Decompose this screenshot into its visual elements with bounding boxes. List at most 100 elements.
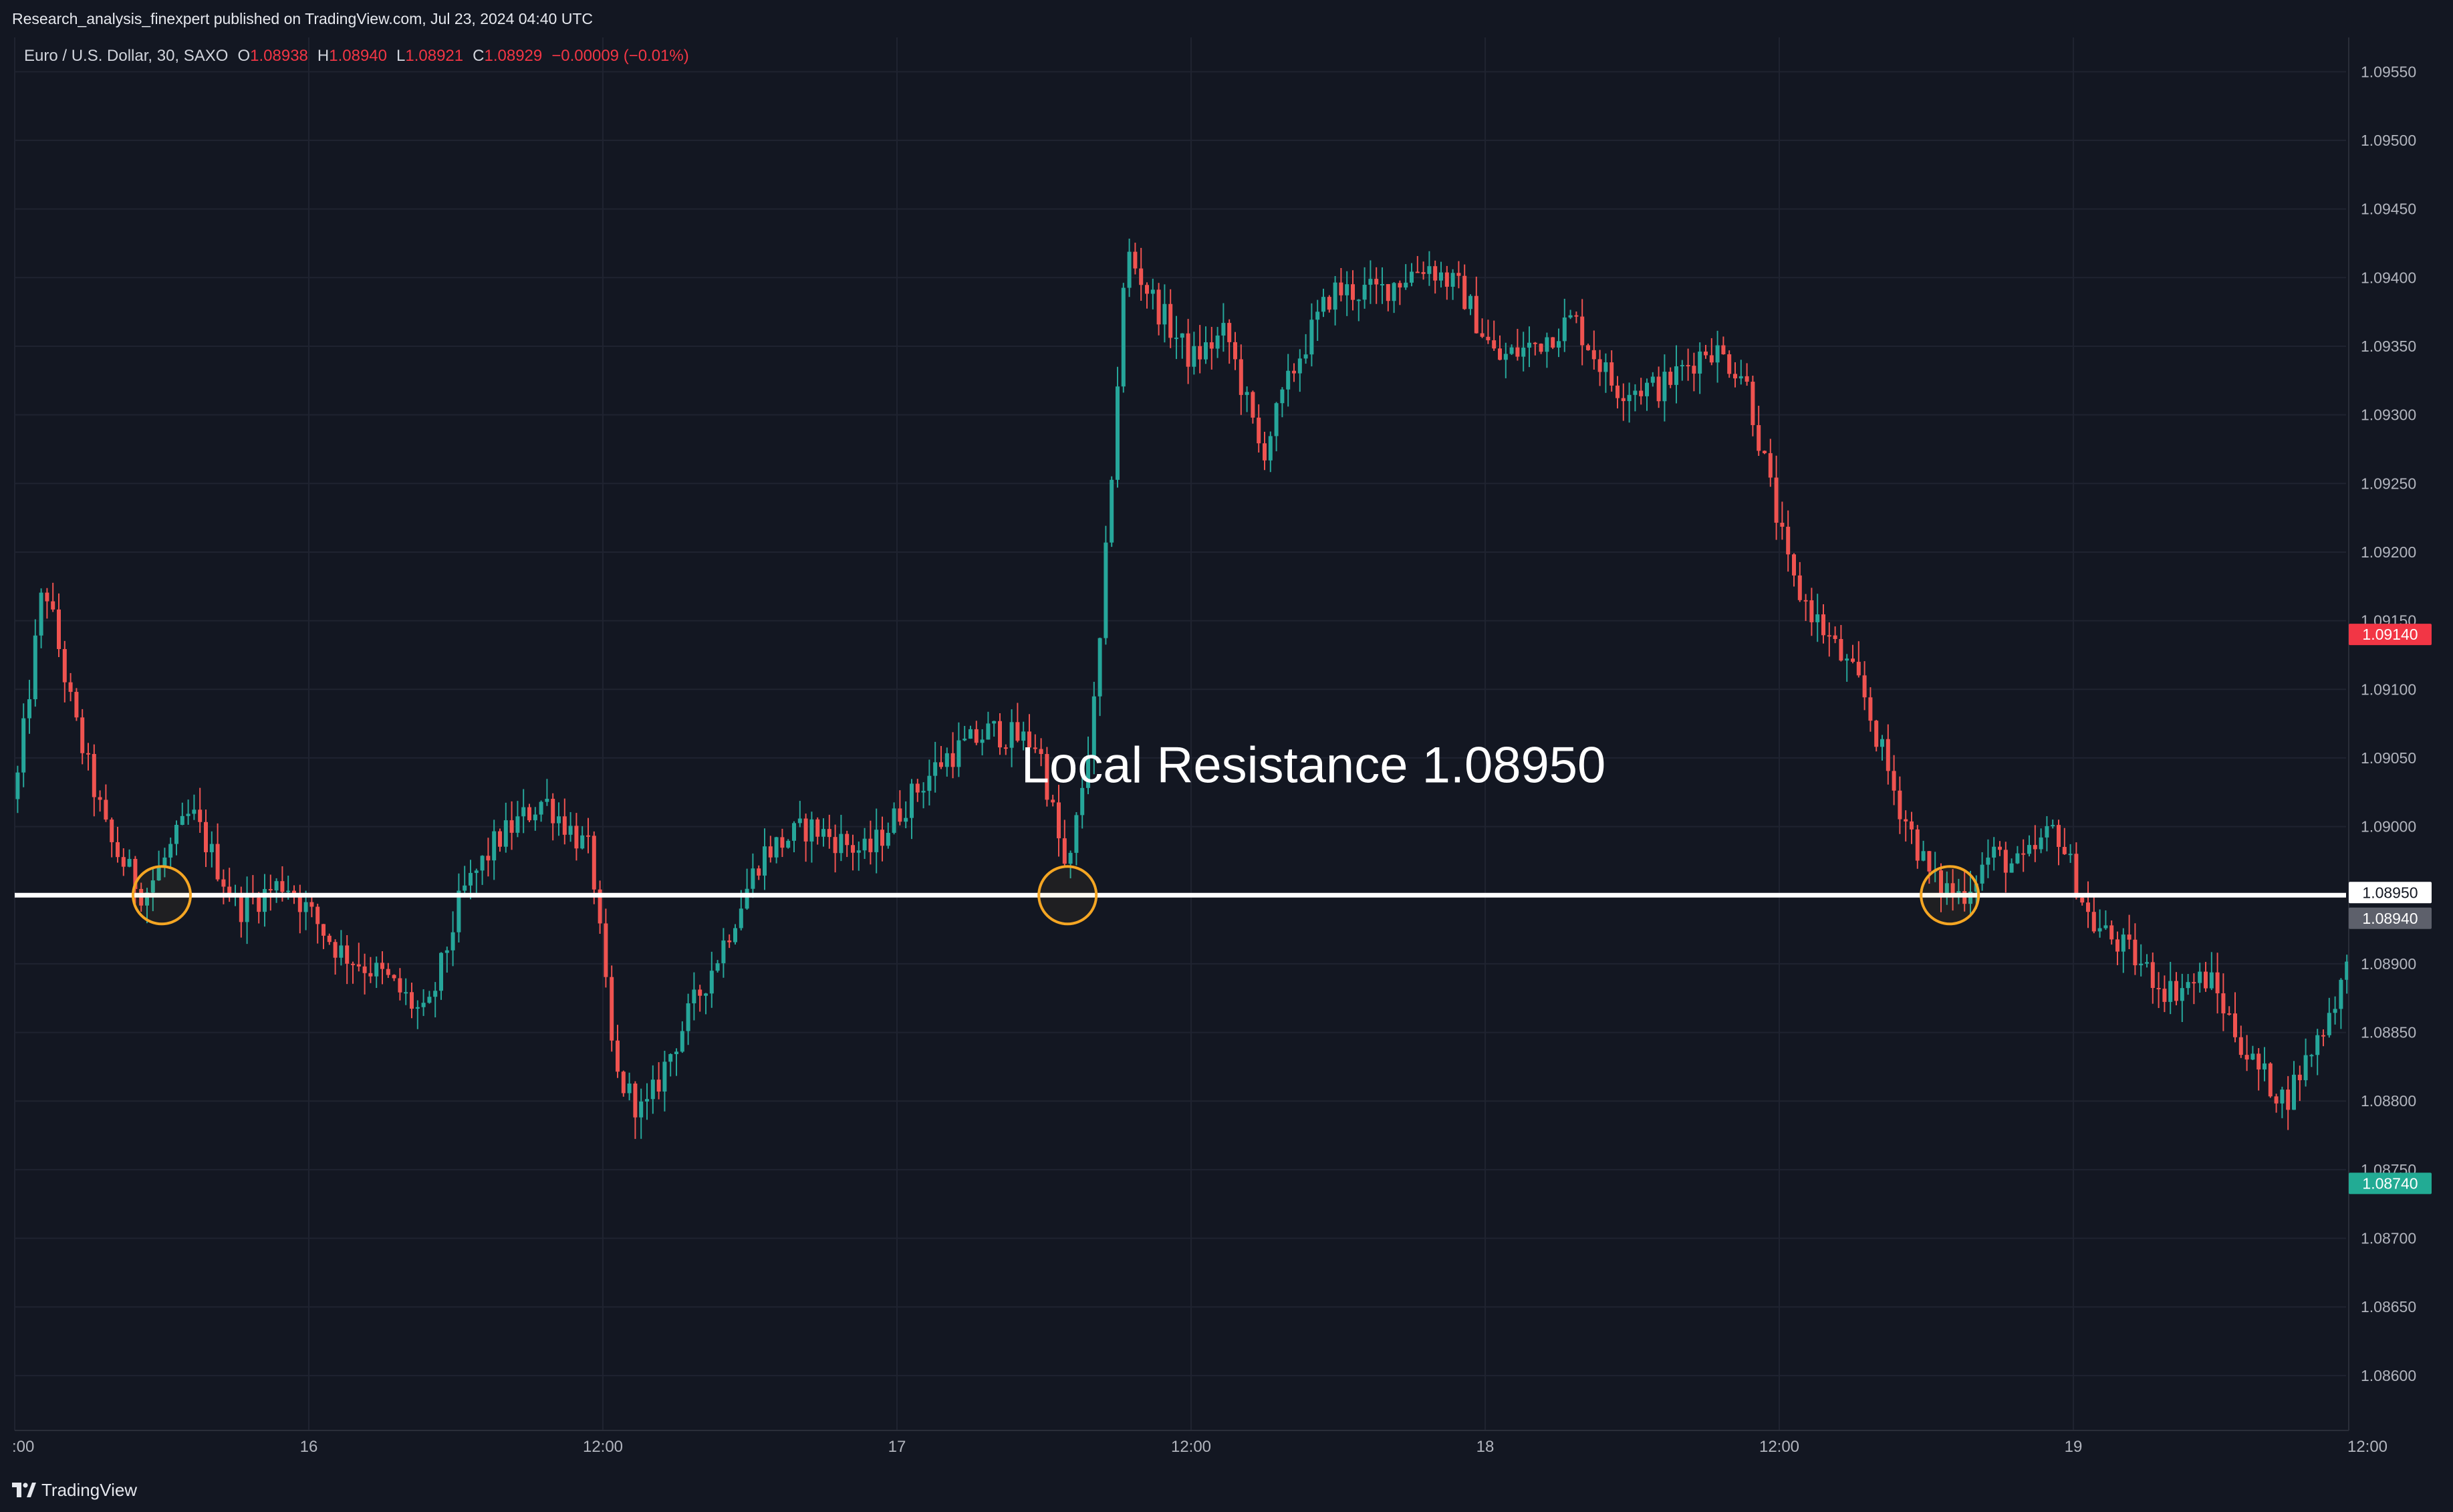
candle-body[interactable] (1392, 283, 1396, 301)
candle-body[interactable] (45, 592, 49, 602)
price-axis[interactable] (2349, 37, 2453, 1430)
candle-body[interactable] (2009, 863, 2014, 873)
candle-body[interactable] (1768, 453, 1773, 478)
candle-body[interactable] (1315, 311, 1320, 320)
candle-body[interactable] (1339, 282, 1343, 295)
candle-body[interactable] (1251, 392, 1255, 418)
candle-body[interactable] (656, 1080, 661, 1092)
candle-body[interactable] (1574, 315, 1579, 317)
candle-body[interactable] (1057, 802, 1061, 839)
candle-body[interactable] (880, 830, 884, 846)
candle-body[interactable] (1956, 891, 1961, 894)
candle-body[interactable] (415, 1007, 420, 1009)
candle-body[interactable] (1698, 351, 1702, 374)
candle-body[interactable] (98, 797, 102, 800)
candle-body[interactable] (733, 928, 737, 942)
candle-body[interactable] (539, 801, 543, 815)
candle-body[interactable] (1915, 829, 1920, 861)
candle-body[interactable] (1763, 451, 1767, 453)
candle-body[interactable] (2045, 826, 2049, 838)
candle-body[interactable] (2162, 989, 2167, 1002)
candle-body[interactable] (1374, 279, 1379, 285)
candle-body[interactable] (2315, 1035, 2320, 1055)
candle-body[interactable] (2339, 979, 2343, 1009)
candle-body[interactable] (1274, 403, 1279, 436)
candle-body[interactable] (586, 835, 590, 837)
candle-body[interactable] (480, 856, 485, 871)
candle-body[interactable] (1098, 638, 1102, 697)
candle-body[interactable] (286, 890, 291, 892)
candle-body[interactable] (333, 942, 338, 958)
candle-body[interactable] (821, 829, 825, 837)
candle-body[interactable] (1091, 696, 1096, 756)
candle-body[interactable] (2221, 993, 2226, 1014)
candle-body[interactable] (1474, 295, 1478, 334)
candle-body[interactable] (1121, 287, 1126, 387)
candle-body[interactable] (1668, 372, 1673, 385)
candle-body[interactable] (1851, 658, 1855, 662)
candle-body[interactable] (2051, 825, 2055, 827)
candle-body[interactable] (1815, 614, 1820, 622)
candle-body[interactable] (686, 1003, 690, 1031)
candle-body[interactable] (803, 818, 808, 842)
candle-body[interactable] (1003, 747, 1008, 749)
candle-body[interactable] (980, 739, 985, 743)
candle-body[interactable] (1950, 883, 1955, 894)
candle-body[interactable] (57, 609, 61, 650)
candle-body[interactable] (827, 829, 831, 838)
candle-body[interactable] (1827, 635, 1831, 637)
candle-body[interactable] (562, 816, 567, 835)
candle-body[interactable] (1209, 342, 1214, 349)
candle-body[interactable] (509, 820, 514, 833)
candle-body[interactable] (186, 813, 190, 816)
candle-body[interactable] (1021, 731, 1026, 741)
candle-body[interactable] (1309, 320, 1314, 355)
candle-body[interactable] (351, 963, 355, 965)
candle-body[interactable] (1992, 846, 1996, 858)
candle-body[interactable] (1074, 815, 1079, 853)
candle-body[interactable] (309, 902, 314, 907)
candle-body[interactable] (180, 815, 184, 826)
candle-body[interactable] (168, 844, 173, 858)
candle-body[interactable] (2145, 962, 2149, 964)
candle-body[interactable] (474, 870, 479, 873)
candle-body[interactable] (1616, 385, 1620, 398)
candle-body[interactable] (2250, 1053, 2255, 1060)
candle-body[interactable] (133, 858, 138, 889)
candle-body[interactable] (551, 799, 555, 824)
candle-body[interactable] (268, 889, 273, 891)
candle-body[interactable] (1444, 272, 1449, 287)
candle-body[interactable] (127, 858, 132, 867)
candle-body[interactable] (15, 772, 20, 799)
candle-body[interactable] (1227, 323, 1232, 342)
candle-body[interactable] (2297, 1074, 2302, 1081)
candle-body[interactable] (992, 721, 997, 724)
candle-body[interactable] (1968, 891, 1972, 904)
candle-body[interactable] (1910, 821, 1914, 830)
candle-body[interactable] (604, 923, 608, 977)
candle-body[interactable] (2227, 1013, 2232, 1015)
candle-body[interactable] (198, 809, 203, 822)
candle-body[interactable] (1709, 355, 1714, 363)
candle-body[interactable] (2280, 1090, 2285, 1104)
candle-body[interactable] (92, 753, 96, 797)
candle-body[interactable] (792, 823, 796, 841)
candle-body[interactable] (1591, 350, 1596, 360)
candle-body[interactable] (2003, 850, 2008, 873)
candle-body[interactable] (245, 894, 249, 922)
candle-body[interactable] (1104, 542, 1108, 638)
candle-body[interactable] (145, 892, 149, 906)
candle-body[interactable] (851, 845, 855, 853)
candle-body[interactable] (715, 963, 720, 971)
candle-body[interactable] (1345, 284, 1349, 295)
candle-body[interactable] (1944, 883, 1949, 894)
candle-body[interactable] (845, 834, 850, 846)
candle-body[interactable] (1704, 351, 1708, 356)
candle-body[interactable] (2015, 853, 2020, 864)
candle-body[interactable] (1904, 819, 1908, 822)
candle-body[interactable] (469, 872, 473, 886)
candle-body[interactable] (2204, 971, 2208, 989)
candle-body[interactable] (1797, 575, 1802, 600)
candle-body[interactable] (1480, 333, 1484, 337)
candle-body[interactable] (1639, 390, 1644, 396)
